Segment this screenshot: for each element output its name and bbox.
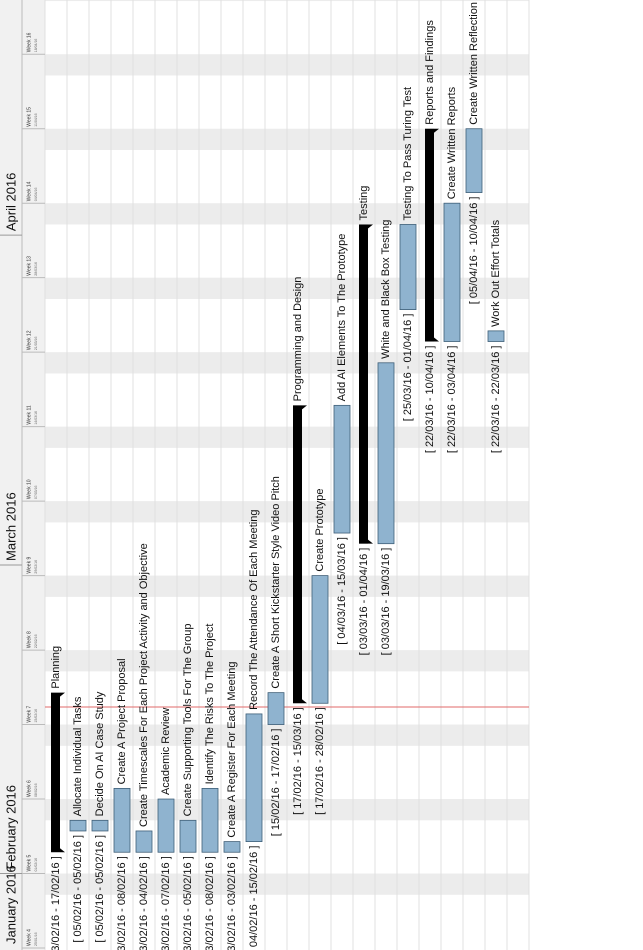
task-bar (267, 692, 285, 725)
week-date: 25/01/16 (34, 932, 38, 946)
task-dates: [ 03/02/16 - 17/02/16 ] (50, 856, 62, 950)
summary-end (434, 128, 439, 342)
week-date: 29/02/16 (34, 560, 38, 574)
week-label: Week 12 (26, 330, 32, 350)
task-bar (91, 819, 109, 832)
task-dates: [ 25/03/16 - 01/04/16 ] (402, 314, 414, 422)
task-dates: [ 17/02/16 - 28/02/16 ] (314, 707, 326, 815)
week-label: Week 7 (26, 705, 32, 722)
task-dates: [ 15/02/16 - 17/02/16 ] (270, 729, 282, 837)
task-name: Allocate Individual Tasks (72, 696, 84, 816)
task-bar (311, 575, 329, 704)
week-label: Week 14 (26, 181, 32, 201)
task-bar (223, 841, 241, 853)
task-name: Identify The Risks To The Project (204, 624, 216, 785)
task-dates: [ 04/02/16 - 15/02/16 ] (248, 846, 260, 950)
task-name: Programming and Design (292, 277, 304, 402)
task-name: Planning (50, 646, 62, 689)
week-label: Week 15 (26, 107, 32, 127)
week-label: Week 10 (26, 479, 32, 499)
task-bar (113, 787, 131, 853)
task-bar (443, 202, 461, 342)
month-label: February 2016 (3, 785, 18, 870)
task-dates: [ 03/03/16 - 01/04/16 ] (358, 548, 370, 656)
task-name: Create Written Reports (446, 86, 458, 199)
task-name: Academic Review (160, 708, 172, 795)
week-date: 01/02/16 (34, 858, 38, 872)
task-name: Create A Project Proposal (116, 658, 128, 784)
week-date: 08/02/16 (34, 783, 38, 797)
task-name: Create Timescales For Each Project Activ… (138, 543, 150, 827)
task-bar (245, 713, 263, 842)
task-dates: [ 17/02/16 - 15/03/16 ] (292, 707, 304, 815)
task-name: Work Out Effort Totals (490, 219, 502, 326)
summary-bar (293, 405, 302, 704)
summary-bar (51, 692, 60, 853)
task-name: Testing To Pass Turing Test (402, 87, 414, 221)
month-label: March 2016 (3, 492, 18, 561)
summary-bar (359, 224, 368, 544)
week-date: 04/04/16 (34, 188, 38, 202)
summary-bar (425, 128, 434, 342)
task-bar (465, 128, 483, 193)
week-date: 22/02/16 (34, 634, 38, 648)
task-dates: [ 22/03/16 - 03/04/16 ] (446, 346, 458, 454)
task-dates: [ 03/02/16 - 03/02/16 ] (226, 856, 238, 950)
task-bar (69, 819, 87, 832)
task-bar (377, 362, 395, 545)
task-dates: [ 22/03/16 - 10/04/16 ] (424, 346, 436, 454)
task-dates: [ 05/02/16 - 05/02/16 ] (94, 835, 106, 943)
task-name: White and Black Box Testing (380, 220, 392, 359)
summary-end (60, 692, 65, 853)
week-label: Week 6 (26, 780, 32, 797)
month-label: April 2016 (3, 173, 18, 232)
task-name: Testing (358, 186, 370, 221)
task-bar (135, 830, 153, 853)
week-date: 11/04/16 (34, 113, 38, 126)
week-date: 07/03/16 (34, 485, 38, 499)
week-label: Week 11 (26, 405, 32, 424)
task-name: Record The Attendance Of Each Meeting (248, 510, 260, 710)
summary-end (368, 224, 373, 544)
week-date: 14/03/16 (34, 411, 38, 425)
week-label: Week 13 (26, 256, 32, 276)
week-date: 21/03/16 (34, 336, 38, 350)
week-date: 28/03/16 (34, 262, 38, 276)
week-label: Week 8 (26, 631, 32, 648)
task-bar (201, 787, 219, 853)
week-label: Week 5 (26, 854, 32, 871)
task-dates: [ 05/04/16 - 10/04/16 ] (468, 197, 480, 305)
task-dates: [ 03/02/16 - 07/02/16 ] (160, 856, 172, 950)
task-dates: [ 03/02/16 - 08/02/16 ] (204, 856, 216, 950)
task-name: Reports and Findings (424, 20, 436, 125)
task-name: Create A Register For Each Meeting (226, 662, 238, 838)
task-dates: [ 05/02/16 - 05/02/16 ] (72, 835, 84, 943)
week-label: Week 16 (26, 32, 32, 52)
week-label: Week 9 (26, 557, 32, 574)
task-name: Decide On AI Case Study (94, 691, 106, 816)
task-name: Create A Short Kickstarter Style Video P… (270, 476, 282, 689)
task-dates: [ 03/02/16 - 04/02/16 ] (138, 856, 150, 950)
task-bar (179, 819, 197, 853)
task-bar (157, 798, 175, 853)
task-dates: [ 04/03/16 - 15/03/16 ] (336, 537, 348, 645)
week-date: 18/04/16 (34, 39, 38, 53)
task-bar (487, 330, 505, 342)
task-name: Create Prototype (314, 488, 326, 571)
week-date: 15/02/16 (34, 709, 38, 723)
task-dates: [ 03/02/16 - 08/02/16 ] (116, 856, 128, 950)
week-label: Week 4 (26, 929, 32, 946)
task-name: Create Written Reflection (468, 2, 480, 125)
month-label: January 2016 (3, 865, 18, 944)
task-name: Create Supporting Tools For The Group (182, 624, 194, 817)
task-dates: [ 03/03/16 - 19/03/16 ] (380, 548, 392, 656)
task-dates: [ 03/02/16 - 05/02/16 ] (182, 856, 194, 950)
task-dates: [ 22/03/16 - 22/03/16 ] (490, 346, 502, 454)
task-name: Add AI Elements To The Prototype (336, 234, 348, 402)
task-bar (399, 224, 417, 310)
task-bar (333, 404, 351, 534)
